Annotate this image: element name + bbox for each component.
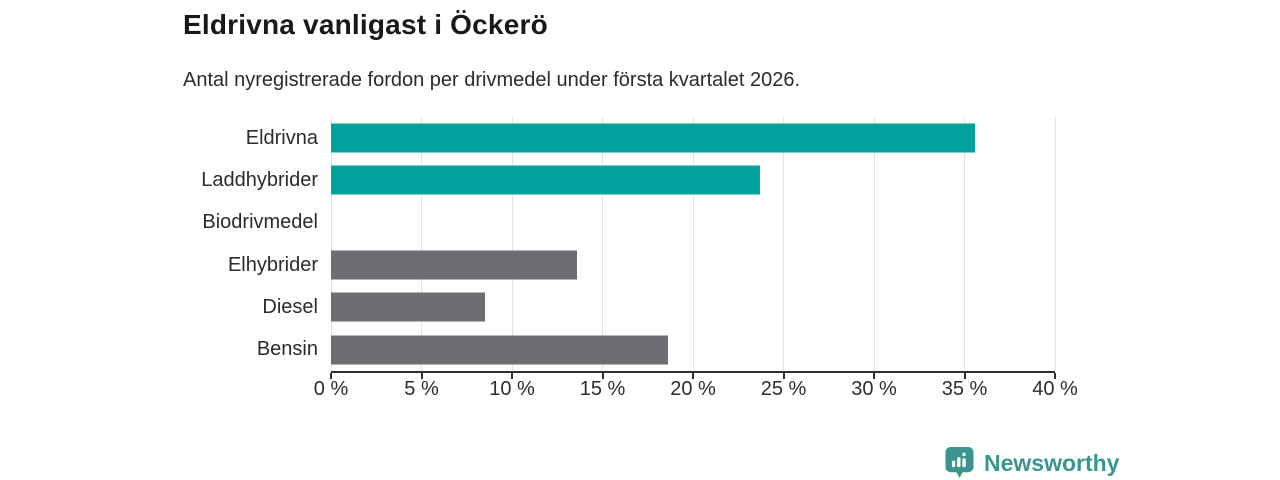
category-label: Eldrivna: [245, 126, 318, 149]
category-label: Elhybrider: [227, 253, 318, 276]
x-axis-tick: [420, 373, 423, 379]
x-axis-tick-label: 0 %: [313, 378, 349, 400]
newsworthy-logo[interactable]: Newsworthy: [944, 446, 1119, 479]
gridline: [330, 117, 332, 371]
newsworthy-pin-barchart-icon: [944, 446, 975, 479]
chart-row: [331, 244, 1055, 286]
chart-row: [331, 329, 1055, 371]
bar: [331, 123, 976, 153]
gridline: [783, 117, 784, 371]
category-label: Diesel: [262, 295, 318, 318]
y-axis-labels: Eldrivna Laddhybrider Biodrivmedel Elhybrid…: [0, 117, 318, 371]
gridline: [964, 117, 965, 371]
bar: [331, 165, 760, 195]
x-axis-tick-label: 20 %: [670, 378, 716, 400]
gridline: [602, 117, 603, 371]
chart-title: Eldrivna vanligast i Öckerö: [183, 9, 548, 40]
bars-layer: [331, 117, 1055, 371]
category-label: Laddhybrider: [201, 168, 318, 191]
chart-subtitle: Antal nyregistrerade fordon per drivmede…: [183, 69, 801, 91]
chart-row: [331, 286, 1055, 328]
x-axis-line: [331, 371, 1055, 373]
x-axis-tick: [1054, 373, 1056, 379]
gridline: [692, 117, 694, 371]
chart-row: [331, 117, 1055, 159]
x-axis-tick: [963, 373, 966, 379]
gridline: [421, 117, 422, 371]
x-axis-tick-label: 30 %: [851, 378, 897, 400]
x-axis-tick-label: 35 %: [941, 378, 988, 400]
gridline: [1054, 117, 1056, 371]
category-label: Bensin: [256, 338, 318, 361]
x-axis-tick: [511, 373, 513, 379]
gridline: [873, 117, 875, 371]
category-label: Biodrivmedel: [202, 211, 318, 234]
x-axis-tick: [873, 373, 875, 379]
bar: [331, 292, 485, 322]
chart-row: [331, 159, 1055, 201]
x-axis-tick: [601, 373, 604, 379]
x-axis-tick: [782, 373, 785, 379]
plot-area: [330, 117, 1056, 371]
x-axis-tick: [330, 373, 332, 379]
x-axis-tick-label: 5 %: [404, 378, 439, 400]
bar: [331, 335, 668, 365]
x-axis-tick-label: 40 %: [1032, 378, 1078, 400]
bar: [331, 250, 578, 280]
chart-row: [331, 202, 1055, 244]
x-axis-tick: [692, 373, 694, 379]
x-axis: 0 % 5 % 10 % 15 % 20 % 25 % 30 % 35 % 40 %: [314, 371, 1078, 401]
x-axis-tick-label: 25 %: [760, 378, 807, 400]
x-axis-tick-label: 15 %: [579, 378, 626, 400]
gridline: [511, 117, 513, 371]
newsworthy-logo-text: Newsworthy: [984, 449, 1120, 476]
x-axis-tick-label: 10 %: [489, 378, 535, 400]
